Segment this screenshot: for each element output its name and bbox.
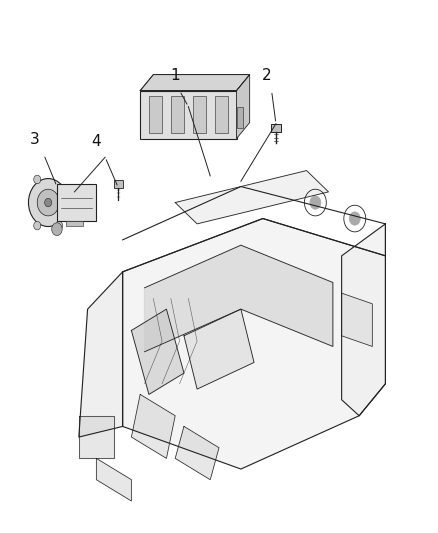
Bar bbox=[193, 96, 206, 133]
Circle shape bbox=[56, 221, 63, 230]
Polygon shape bbox=[184, 309, 254, 389]
Circle shape bbox=[34, 221, 41, 230]
Bar bbox=[66, 221, 83, 226]
Text: 4: 4 bbox=[92, 134, 101, 149]
Polygon shape bbox=[79, 416, 114, 458]
Circle shape bbox=[45, 198, 52, 207]
Bar bbox=[140, 91, 237, 139]
Polygon shape bbox=[131, 309, 184, 394]
Bar bbox=[57, 184, 96, 221]
Bar bbox=[215, 96, 228, 133]
Polygon shape bbox=[131, 394, 175, 458]
Polygon shape bbox=[96, 458, 131, 501]
Circle shape bbox=[37, 189, 59, 216]
Circle shape bbox=[350, 212, 360, 225]
Circle shape bbox=[52, 223, 62, 236]
Polygon shape bbox=[175, 426, 219, 480]
Polygon shape bbox=[342, 293, 372, 346]
Polygon shape bbox=[145, 245, 333, 352]
Polygon shape bbox=[237, 75, 250, 139]
Circle shape bbox=[34, 175, 41, 184]
Polygon shape bbox=[342, 224, 385, 416]
Bar bbox=[114, 180, 123, 188]
Polygon shape bbox=[123, 219, 385, 469]
Circle shape bbox=[310, 196, 321, 209]
Bar bbox=[171, 96, 184, 133]
Polygon shape bbox=[140, 75, 250, 91]
Bar bbox=[237, 107, 243, 128]
Bar bbox=[271, 124, 281, 132]
Polygon shape bbox=[175, 171, 328, 224]
Polygon shape bbox=[79, 272, 123, 437]
Bar bbox=[149, 96, 162, 133]
Text: 3: 3 bbox=[30, 132, 40, 147]
Text: 1: 1 bbox=[170, 68, 180, 83]
Text: 2: 2 bbox=[262, 68, 272, 83]
Circle shape bbox=[28, 179, 68, 227]
